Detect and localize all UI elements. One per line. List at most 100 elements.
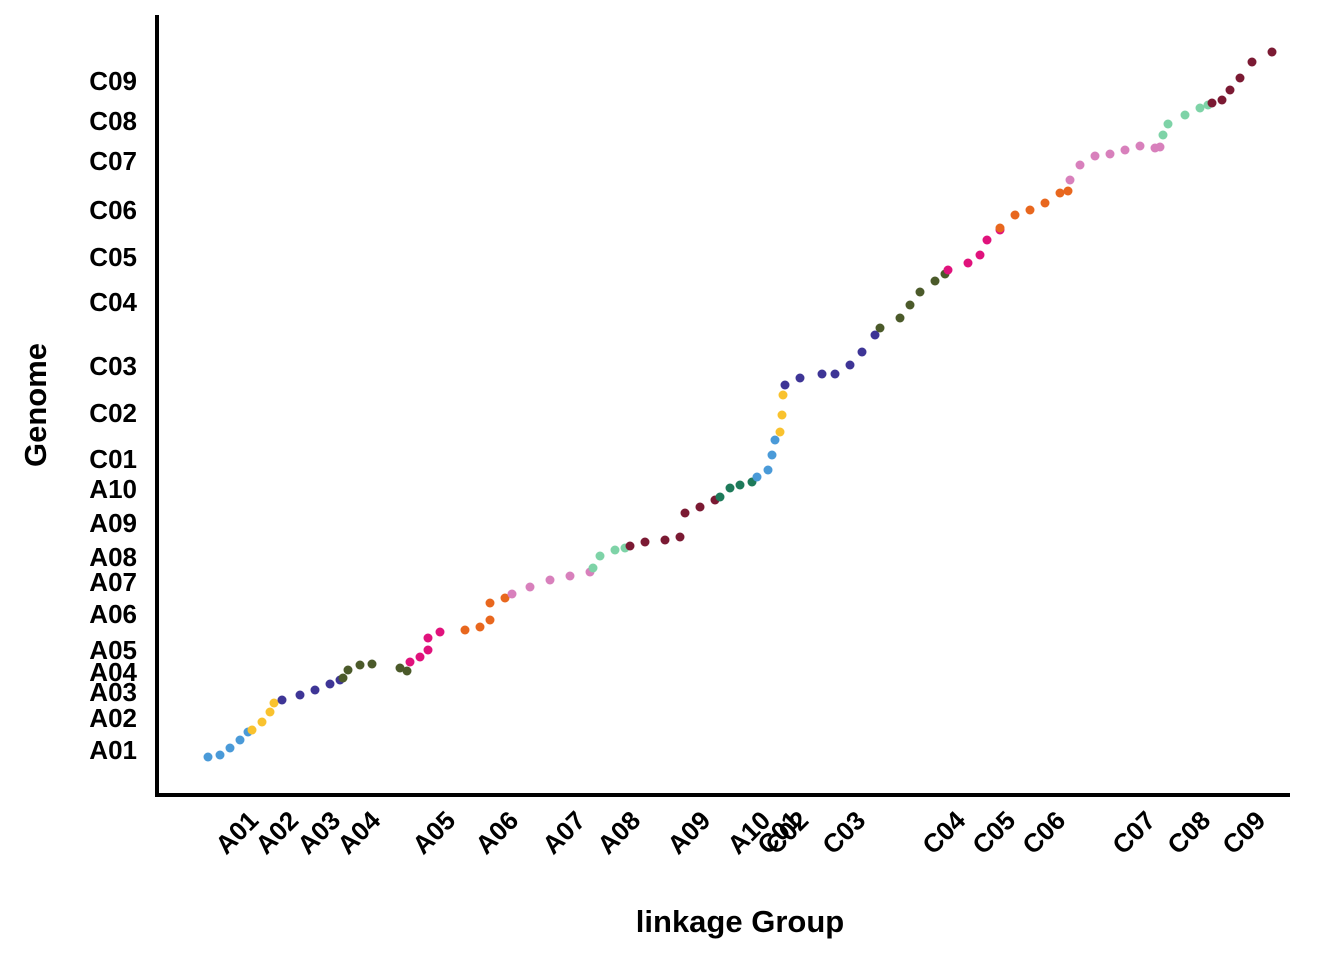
point bbox=[1025, 205, 1035, 215]
point bbox=[1195, 103, 1205, 113]
y-tick-label: C06 bbox=[89, 195, 137, 225]
point bbox=[735, 480, 745, 490]
point bbox=[778, 390, 788, 400]
y-tick-label: C04 bbox=[89, 287, 137, 317]
point bbox=[565, 571, 575, 581]
point bbox=[795, 373, 805, 383]
x-tick-label: C06 bbox=[1016, 805, 1071, 860]
point bbox=[595, 551, 605, 561]
point bbox=[963, 258, 973, 268]
point bbox=[423, 645, 433, 655]
point bbox=[915, 287, 925, 297]
point bbox=[857, 347, 867, 357]
y-tick-label: A04 bbox=[89, 657, 137, 687]
x-tick-label: C09 bbox=[1216, 805, 1271, 860]
point bbox=[982, 235, 992, 245]
point bbox=[500, 593, 510, 603]
point bbox=[845, 360, 855, 370]
point bbox=[525, 582, 535, 592]
point bbox=[545, 575, 555, 585]
point bbox=[725, 483, 735, 493]
point bbox=[423, 633, 433, 643]
y-tick-label: A03 bbox=[89, 677, 137, 707]
point bbox=[405, 657, 415, 667]
point bbox=[225, 743, 235, 753]
point bbox=[943, 265, 953, 275]
y-tick-label: A07 bbox=[89, 567, 137, 597]
point bbox=[269, 698, 279, 708]
point bbox=[830, 369, 840, 379]
point bbox=[343, 665, 353, 675]
x-tick-label: C04 bbox=[916, 805, 971, 860]
y-tick-label: A08 bbox=[89, 542, 137, 572]
point bbox=[257, 717, 267, 727]
y-tick-label: A05 bbox=[89, 635, 137, 665]
y-tick-label: A10 bbox=[89, 474, 137, 504]
x-tick-label: A06 bbox=[469, 805, 524, 860]
point bbox=[763, 465, 773, 475]
point bbox=[1090, 151, 1100, 161]
x-tick-label: A07 bbox=[536, 805, 591, 860]
point bbox=[588, 563, 598, 573]
y-tick-label: A02 bbox=[89, 703, 137, 733]
point bbox=[460, 625, 470, 635]
point bbox=[325, 679, 335, 689]
x-tick-label: A08 bbox=[591, 805, 646, 860]
point bbox=[1267, 47, 1277, 57]
point bbox=[1065, 175, 1075, 185]
point bbox=[767, 450, 777, 460]
point bbox=[435, 627, 445, 637]
point bbox=[680, 508, 690, 518]
point bbox=[1105, 149, 1115, 159]
point bbox=[1120, 145, 1130, 155]
point bbox=[1155, 142, 1165, 152]
point bbox=[1235, 73, 1245, 83]
point bbox=[295, 690, 305, 700]
point bbox=[265, 707, 275, 717]
point bbox=[395, 663, 405, 673]
point bbox=[625, 541, 635, 551]
y-tick-label: C07 bbox=[89, 146, 137, 176]
y-tick-label: C02 bbox=[89, 398, 137, 428]
point bbox=[675, 532, 685, 542]
y-tick-label: C03 bbox=[89, 351, 137, 381]
point bbox=[1225, 85, 1235, 95]
point bbox=[1247, 57, 1257, 67]
point bbox=[1010, 210, 1020, 220]
point bbox=[402, 666, 412, 676]
point bbox=[895, 313, 905, 323]
point bbox=[777, 410, 787, 420]
point bbox=[640, 537, 650, 547]
point bbox=[660, 535, 670, 545]
x-tick-label: A02 bbox=[249, 805, 304, 860]
x-tick-label: A09 bbox=[661, 805, 716, 860]
point bbox=[355, 660, 365, 670]
point bbox=[485, 615, 495, 625]
point bbox=[1040, 198, 1050, 208]
point bbox=[203, 752, 213, 762]
point bbox=[995, 223, 1005, 233]
point bbox=[415, 652, 425, 662]
point bbox=[875, 323, 885, 333]
point bbox=[215, 750, 225, 760]
point bbox=[752, 472, 762, 482]
point bbox=[1180, 110, 1190, 120]
point bbox=[1158, 130, 1168, 140]
point bbox=[310, 685, 320, 695]
point bbox=[870, 330, 880, 340]
point bbox=[1135, 141, 1145, 151]
point bbox=[695, 502, 705, 512]
x-tick-label: A04 bbox=[331, 805, 386, 860]
y-axis-title: Genome bbox=[18, 343, 53, 467]
point bbox=[277, 695, 287, 705]
point bbox=[770, 435, 780, 445]
point bbox=[610, 545, 620, 555]
point bbox=[1217, 95, 1227, 105]
y-tick-label: A09 bbox=[89, 508, 137, 538]
point bbox=[507, 589, 517, 599]
point bbox=[905, 300, 915, 310]
y-tick-label: C09 bbox=[89, 66, 137, 96]
point bbox=[367, 659, 377, 669]
